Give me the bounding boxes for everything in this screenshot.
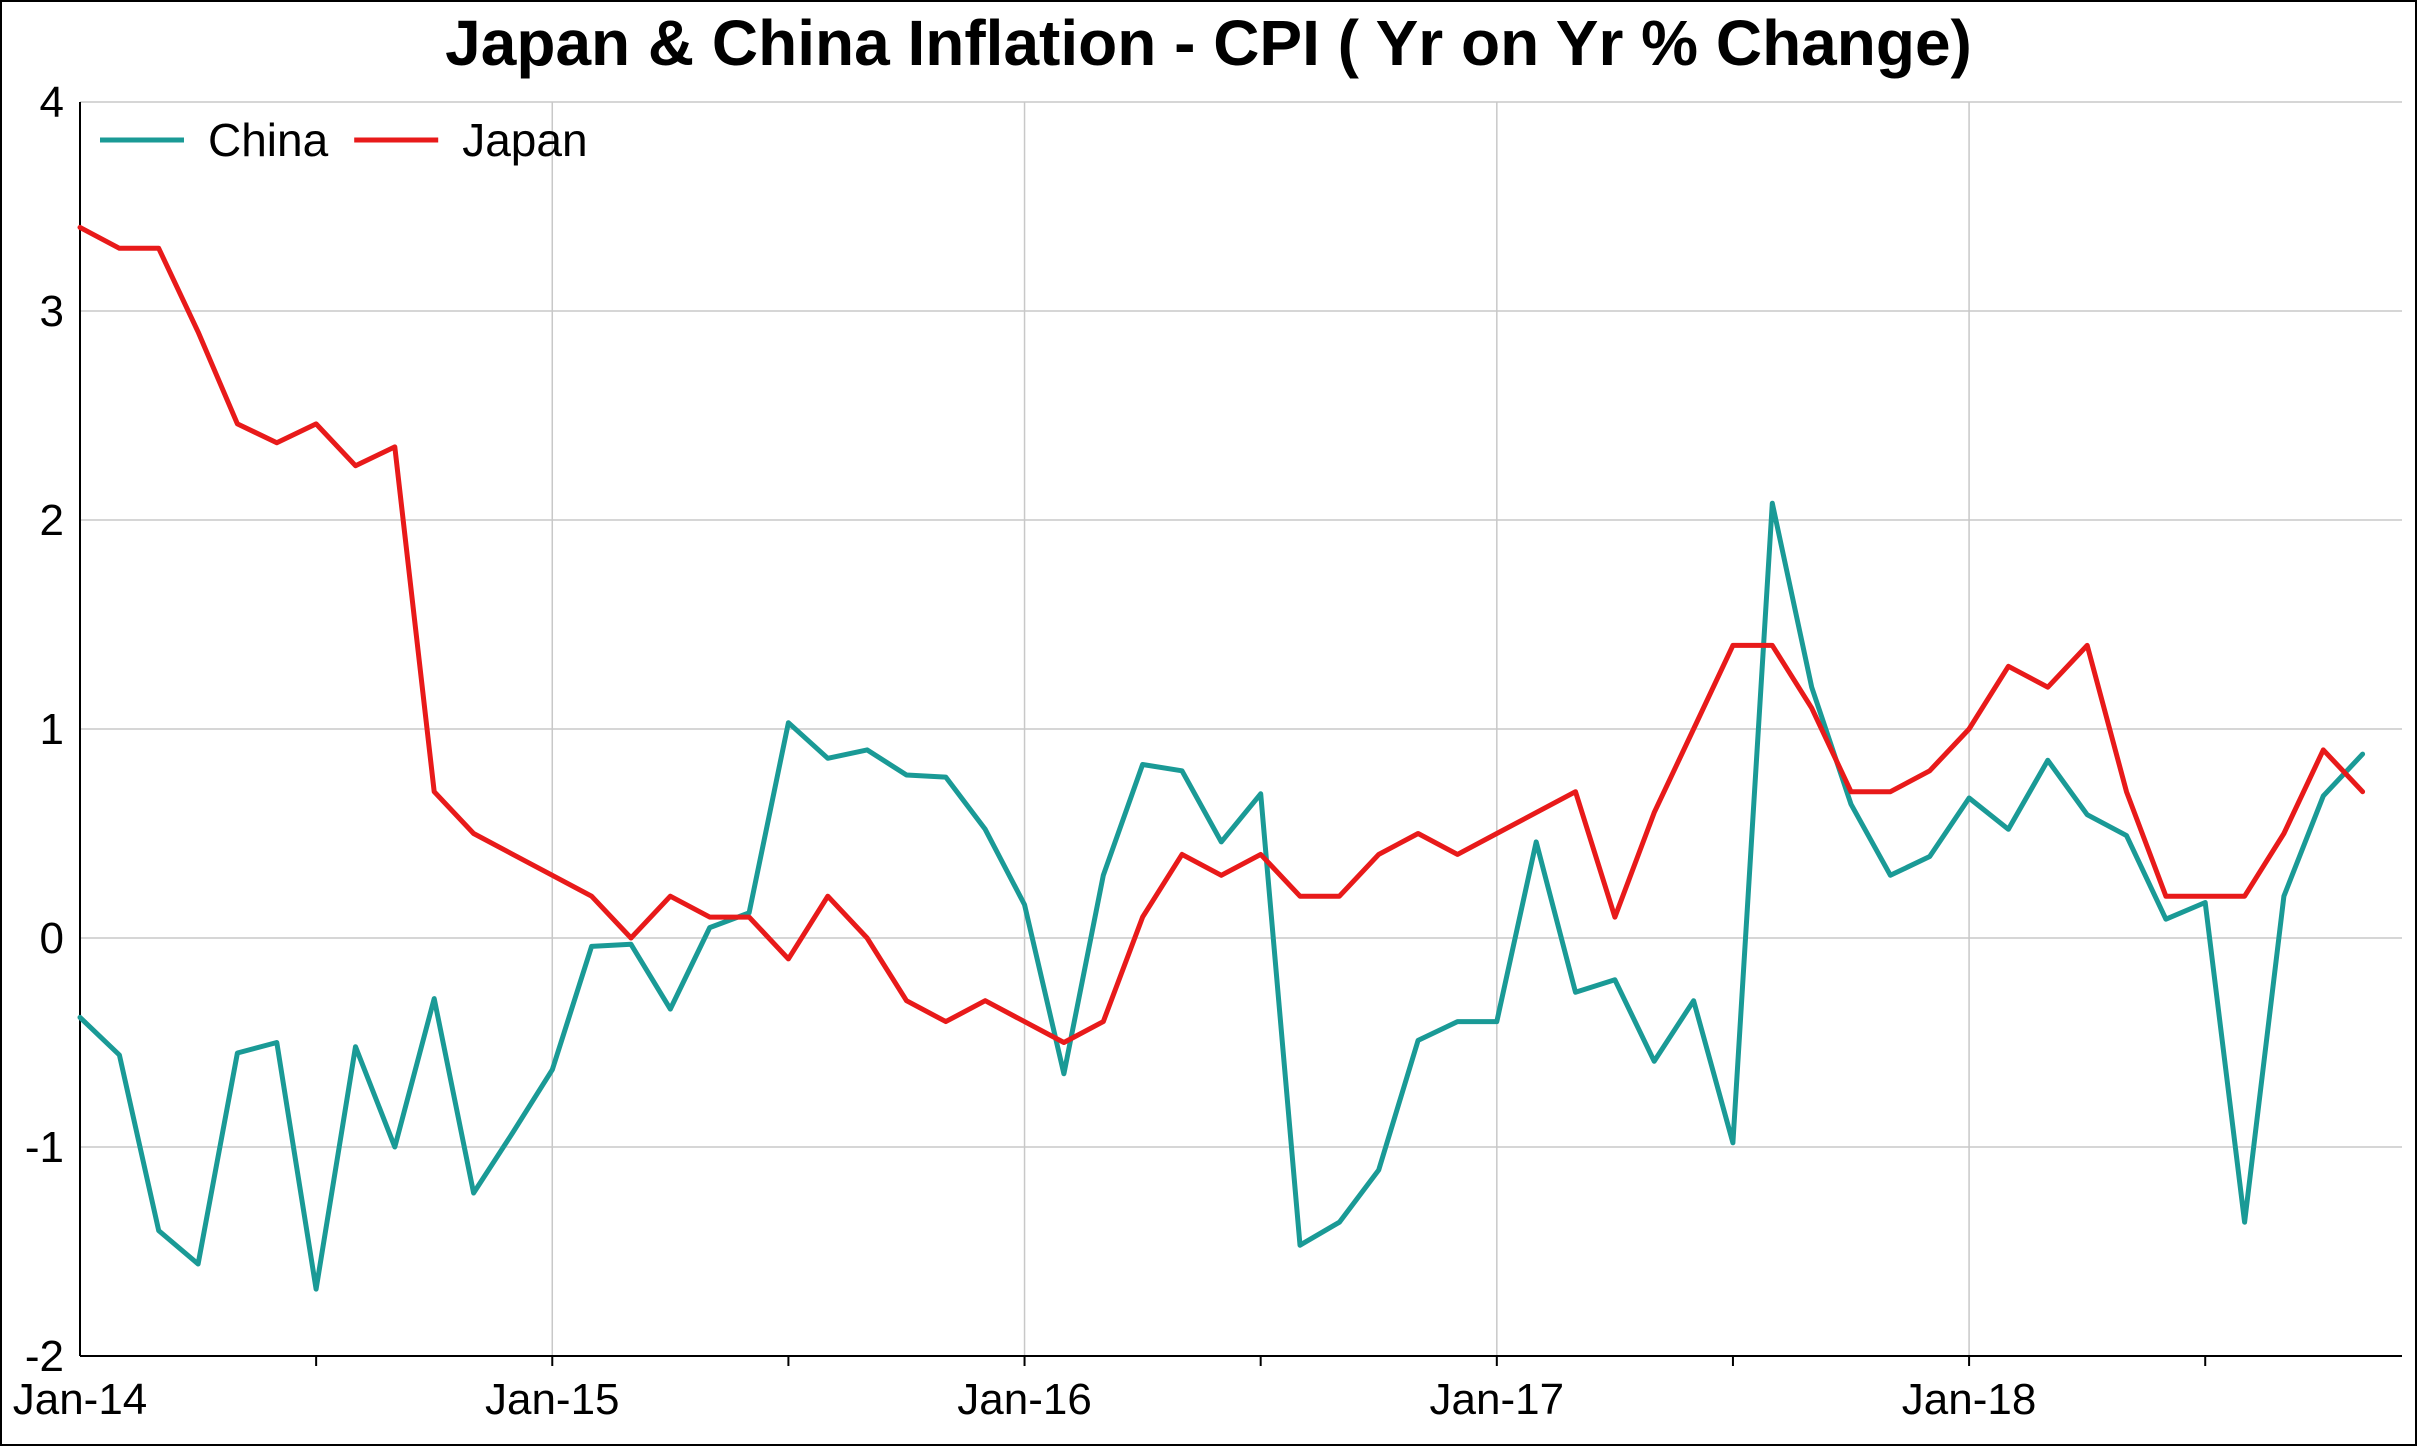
series-line-japan bbox=[77, 224, 2366, 1045]
legend-label-china: China bbox=[208, 114, 329, 166]
y-tick-label: 0 bbox=[40, 914, 64, 963]
x-tick-label: Jan-14 bbox=[13, 1375, 148, 1424]
chart-title: Japan & China Inflation - CPI ( Yr on Yr… bbox=[445, 7, 1972, 79]
y-tick-label: 4 bbox=[40, 78, 64, 127]
series-line-china bbox=[77, 500, 2366, 1292]
gridlines bbox=[80, 101, 2402, 1356]
x-tick-label: Jan-15 bbox=[485, 1375, 620, 1424]
axes: -2 -1 0 1 2 3 4 Jan-14 Jan-15 Jan-16 Jan-17 Jan-18 bbox=[13, 78, 2402, 1424]
y-tick-label: -2 bbox=[25, 1332, 64, 1381]
x-tick-label: Jan-18 bbox=[1902, 1375, 2037, 1424]
series-lines bbox=[77, 224, 2366, 1292]
legend: China Japan bbox=[100, 114, 588, 166]
y-tick-label: 2 bbox=[40, 496, 64, 545]
legend-label-japan: Japan bbox=[462, 114, 587, 166]
y-tick-label: 3 bbox=[40, 287, 64, 336]
y-tick-label: 1 bbox=[40, 705, 64, 754]
y-tick-label: -1 bbox=[25, 1123, 64, 1172]
x-tick-label: Jan-17 bbox=[1430, 1375, 1565, 1424]
x-tick-label: Jan-16 bbox=[957, 1375, 1092, 1424]
